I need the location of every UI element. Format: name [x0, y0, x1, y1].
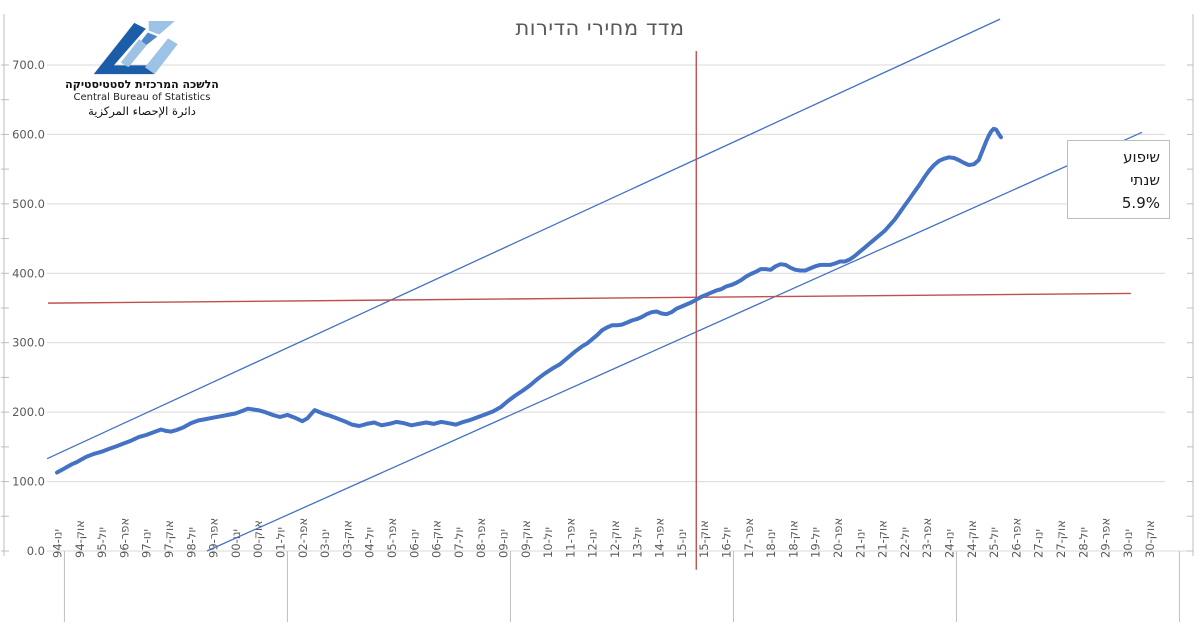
x-axis-label: אפר-26: [1009, 518, 1023, 558]
y-axis-label: 600.0: [12, 127, 45, 141]
x-axis-label: אפר-05: [385, 518, 399, 558]
x-axis-label: אוק-27: [1054, 520, 1068, 558]
x-axis-label: ינו-97: [140, 529, 154, 558]
y-axis-label: 200.0: [12, 405, 45, 419]
x-axis-label: אוק-15: [697, 520, 711, 558]
upper-channel-trendline: [46, 18, 1001, 460]
x-axis-label: אוק-24: [965, 520, 979, 558]
x-axis-label: אפר-17: [742, 518, 756, 558]
x-axis-label: יול-19: [809, 527, 823, 558]
x-axis-label: אוק-12: [608, 520, 622, 558]
y-axis-label: 0.0: [27, 544, 45, 558]
x-axis-label: יול-10: [541, 527, 555, 558]
x-axis-label: ינו-94: [51, 529, 65, 558]
x-axis-label: יול-07: [452, 527, 466, 558]
x-axis-label: ינו-03: [318, 529, 332, 558]
x-axis-label: ינו-18: [764, 529, 778, 558]
x-axis-label: ינו-15: [675, 529, 689, 558]
x-axis-label: ינו-09: [497, 529, 511, 558]
crosshair-horizontal-line: [48, 292, 1131, 304]
cbs-logo-mark: [93, 20, 178, 75]
x-axis-label: אוק-21: [876, 520, 890, 558]
x-axis-label: אפר-23: [920, 518, 934, 558]
x-axis-label: אפר-96: [117, 518, 131, 558]
x-axis-label: יול-28: [1076, 527, 1090, 558]
slope-annotation-line2: שנתי: [1130, 171, 1160, 189]
y-axis-label: 500.0: [12, 197, 45, 211]
y-axis-label: 300.0: [12, 336, 45, 350]
x-axis-label: יול-16: [720, 527, 734, 558]
x-axis-label: ינו-12: [586, 529, 600, 558]
logo-text-hebrew: הלשכה המרכזית לסטטיסטיקה: [65, 78, 219, 91]
x-axis-label: אפר-14: [653, 518, 667, 558]
x-axis-label: אפר-20: [831, 518, 845, 558]
cbs-logo: הלשכה המרכזית לסטטיסטיקה Central Bureau …: [57, 20, 227, 118]
x-axis-label: אפר-02: [296, 518, 310, 558]
x-axis-label: אוק-30: [1143, 520, 1157, 558]
y-axis-label: 700.0: [12, 58, 45, 72]
housing-price-index-series: [55, 126, 1003, 475]
slope-annotation: שיפוע שנתי 5.9%: [1067, 140, 1170, 219]
x-axis-label: ינו-06: [407, 529, 421, 558]
x-axis-label: יול-25: [987, 527, 1001, 558]
logo-text-english: Central Bureau of Statistics: [73, 92, 211, 103]
slope-annotation-line1: שיפוע: [1123, 148, 1160, 166]
x-axis-label: אוק-09: [519, 520, 533, 558]
logo-text-arabic: دائرة الإحصاء المركزية: [88, 104, 196, 118]
x-axis-label: אפר-99: [207, 518, 221, 558]
x-axis-label: אפר-29: [1099, 518, 1113, 558]
x-axis-label: ינו-21: [853, 529, 867, 558]
x-axis-label: יול-04: [363, 527, 377, 558]
x-axis-label: אוק-18: [786, 520, 800, 558]
x-axis-label: ינו-00: [229, 529, 243, 558]
x-axis-label: יול-98: [184, 527, 198, 558]
chart-title: מדד מחירי הדירות: [515, 16, 685, 40]
x-axis-label: אוק-97: [162, 520, 176, 558]
x-axis-label: ינו-24: [943, 529, 957, 558]
x-axis-label: אפר-08: [474, 518, 488, 558]
y-axis-label: 400.0: [12, 266, 45, 280]
x-axis-label: אוק-94: [73, 520, 87, 558]
x-axis-label: יול-01: [274, 527, 288, 558]
y-axis-label: 100.0: [12, 475, 45, 489]
x-axis-label: יול-13: [630, 527, 644, 558]
slope-annotation-line3: 5.9%: [1121, 194, 1160, 212]
x-axis-label: אוק-03: [340, 520, 354, 558]
x-axis-label: אפר-11: [563, 518, 577, 558]
lower-channel-trendline: [206, 131, 1143, 552]
x-axis-label: יול-95: [95, 527, 109, 558]
x-axis-label: יול-22: [898, 527, 912, 558]
x-axis-label: ינו-27: [1032, 529, 1046, 558]
x-axis-label: ינו-30: [1121, 529, 1135, 558]
x-axis-label: אוק-06: [430, 520, 444, 558]
